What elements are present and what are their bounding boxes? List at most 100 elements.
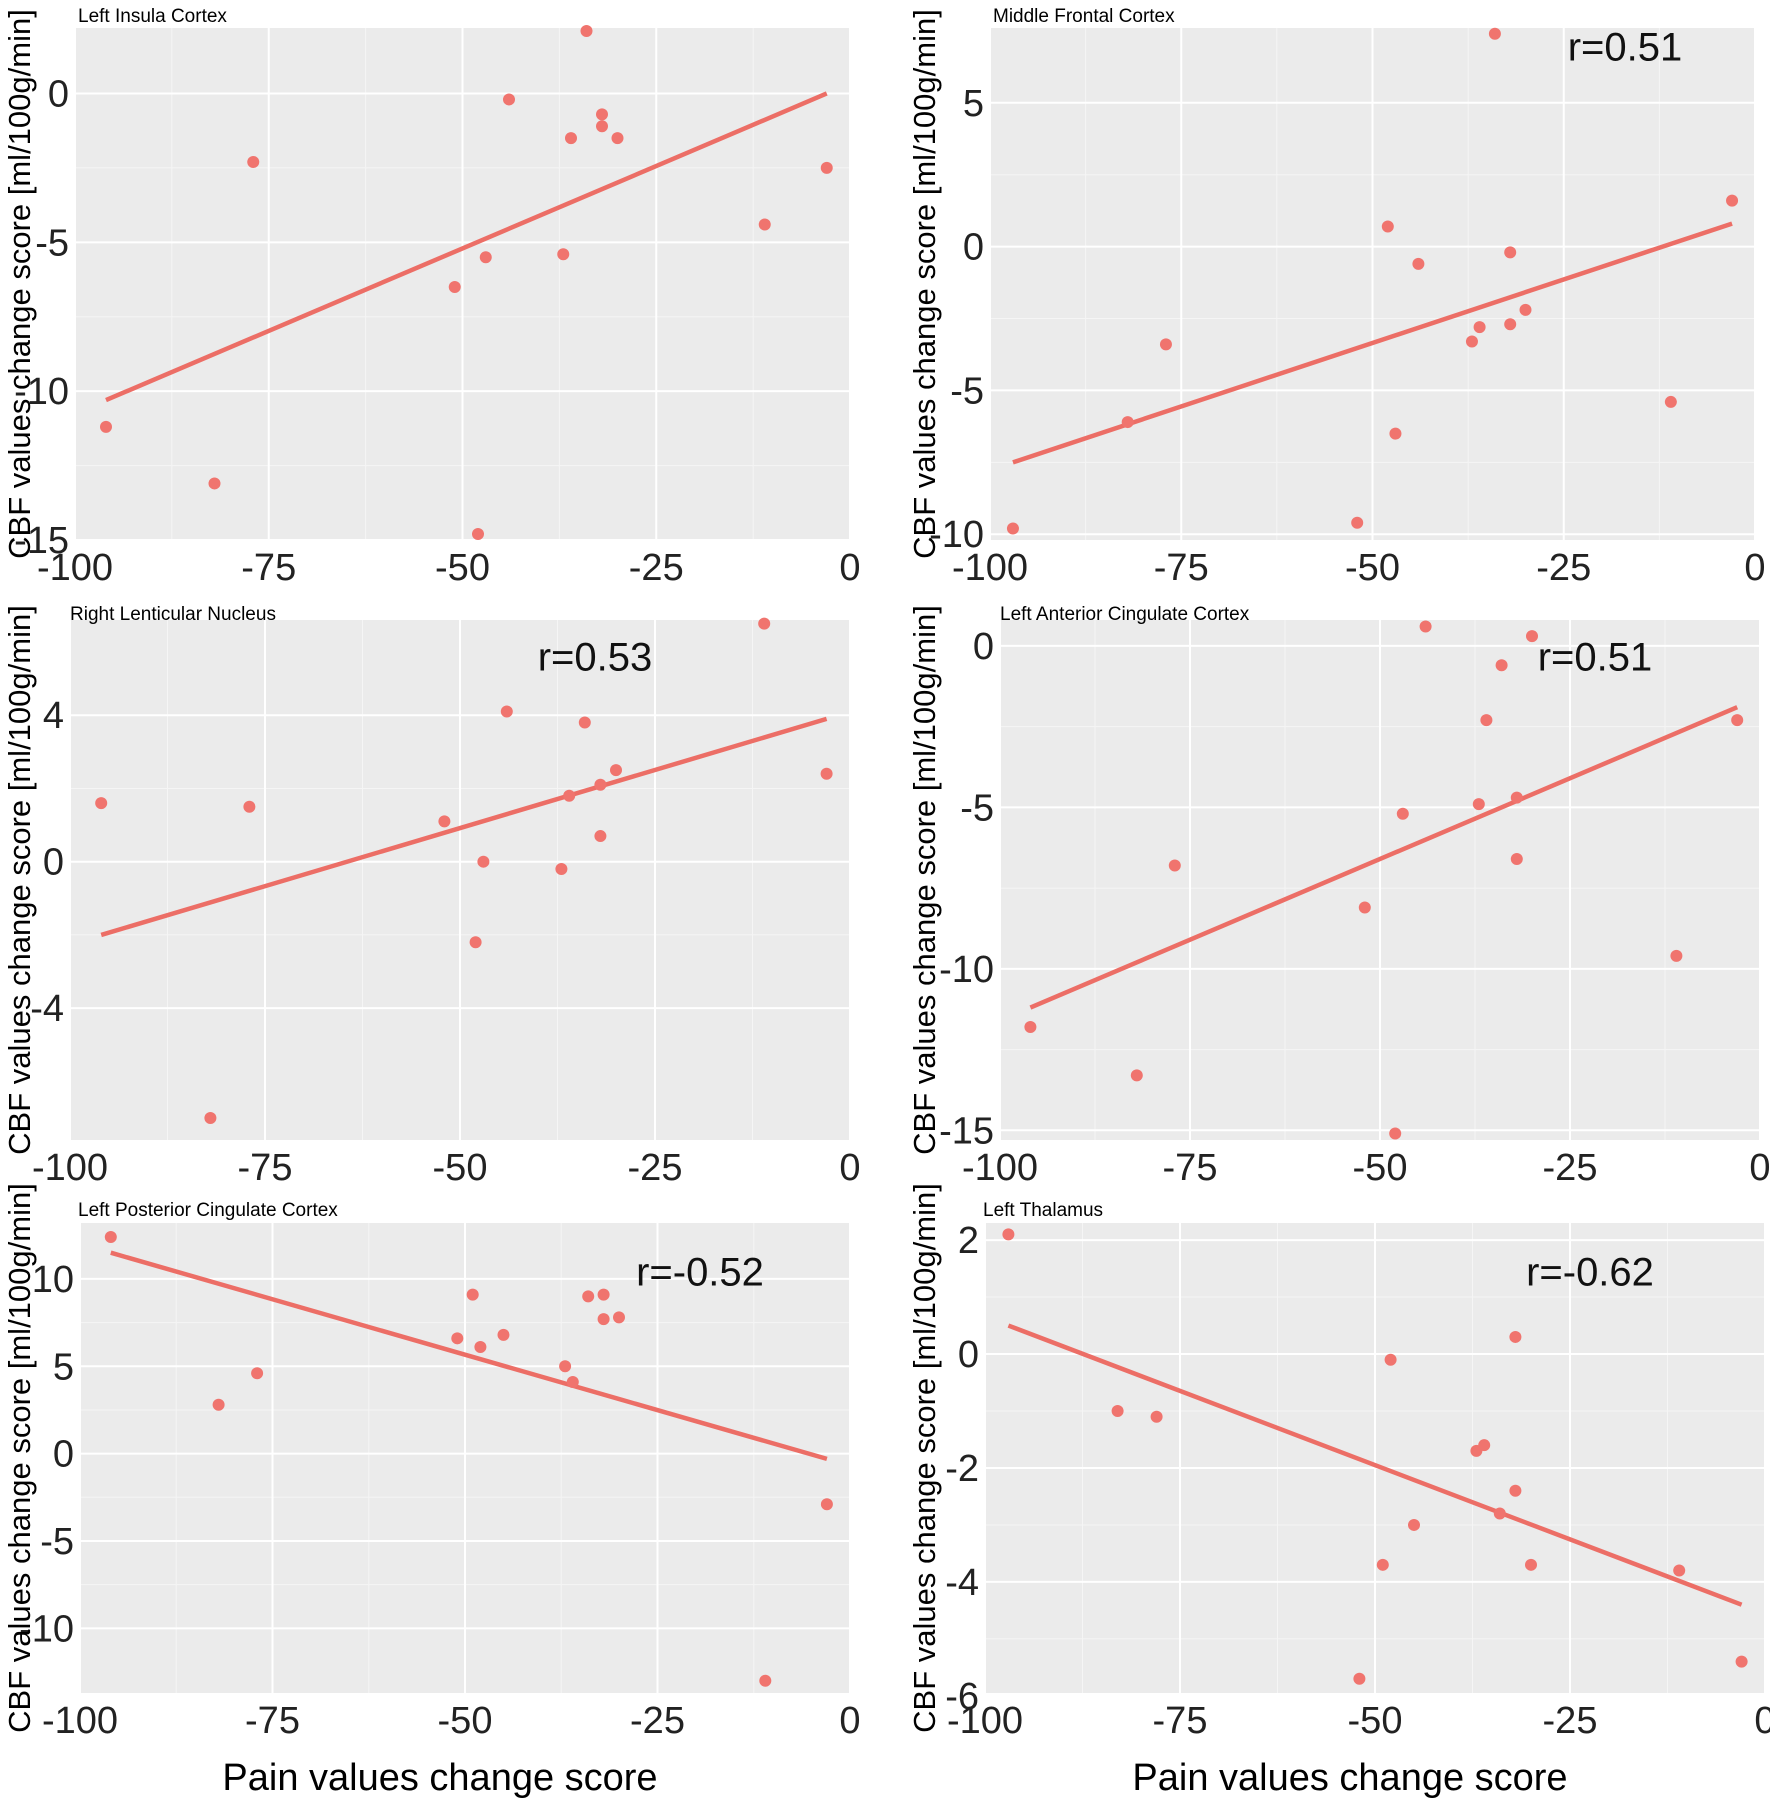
data-point [1519, 303, 1532, 316]
data-point [820, 161, 833, 174]
y-tick-label: -10 [939, 949, 994, 991]
data-point [1381, 220, 1394, 233]
data-point [1504, 246, 1517, 259]
panel-title: Left Thalamus [983, 1200, 1103, 1221]
x-tick-label: -75 [1163, 1147, 1218, 1189]
y-tick-label: 4 [43, 695, 64, 737]
data-point [758, 218, 771, 231]
y-axis-label: CBF values change score [ml/100g/min] [2, 1183, 37, 1733]
x-tick-label: -25 [1543, 1147, 1598, 1189]
x-tick-label: -25 [1543, 1700, 1598, 1742]
data-point [1510, 853, 1523, 866]
y-tick-label: -10 [19, 1608, 74, 1650]
data-point [100, 420, 112, 433]
data-point [1168, 859, 1181, 872]
data-point [1353, 1672, 1366, 1685]
y-tick-label: -6 [945, 1676, 979, 1718]
data-point [758, 617, 771, 630]
x-tick-label: -50 [1353, 1147, 1408, 1189]
y-tick-label: 0 [43, 842, 64, 884]
y-tick-label: 2 [958, 1220, 979, 1262]
data-point [1396, 807, 1409, 820]
data-point [597, 1313, 610, 1326]
data-point [1384, 1353, 1397, 1366]
regression-line [110, 1250, 828, 1462]
x-tick-label: -100 [962, 1147, 1038, 1189]
y-tick-label: -4 [945, 1562, 979, 1604]
data-point [559, 1360, 572, 1373]
panel-title: Left Anterior Cingulate Cortex [1000, 604, 1250, 625]
data-point [1121, 416, 1134, 429]
data-point [1376, 1558, 1389, 1571]
data-point [243, 800, 256, 813]
data-point [1735, 1655, 1748, 1668]
regression-line [105, 91, 828, 403]
y-tick-label: -5 [950, 370, 984, 412]
panel-title: Middle Frontal Cortex [993, 6, 1175, 27]
y-tick-label: 5 [963, 83, 984, 125]
x-tick-label: -50 [1348, 1700, 1403, 1742]
x-tick-label: 0 [1754, 1700, 1770, 1742]
x-tick-label: -50 [433, 1147, 488, 1189]
x-axis-label: Pain values change score [222, 1757, 657, 1799]
data-point [1726, 194, 1739, 207]
y-tick-label: -5 [40, 1521, 74, 1563]
data-point [472, 528, 484, 541]
data-point [247, 155, 260, 168]
y-axis-label: CBF values change score [ml/100g/min] [907, 1183, 942, 1733]
x-tick-label: -75 [1154, 547, 1209, 589]
x-tick-label: -75 [245, 1700, 300, 1742]
data-point [555, 863, 568, 876]
data-point [477, 855, 490, 868]
x-tick-label: -25 [629, 547, 684, 589]
data-point [1002, 1228, 1015, 1241]
y-tick-label: -5 [35, 222, 69, 264]
x-tick-label: -25 [628, 1147, 683, 1189]
data-point [563, 789, 576, 802]
y-tick-label: -5 [960, 787, 994, 829]
x-axis-label: Pain values change score [1132, 1757, 1567, 1799]
x-tick-label: -25 [630, 1700, 685, 1742]
x-tick-label: -100 [32, 1147, 108, 1189]
y-tick-label: -10 [929, 514, 984, 556]
correlation-label: r=0.51 [1568, 26, 1683, 70]
y-tick-label: -2 [945, 1448, 979, 1490]
data-point [611, 132, 624, 145]
y-axis-label: CBF values change score [ml/100g/min] [907, 9, 942, 559]
data-point [1509, 1330, 1522, 1343]
data-point [1111, 1405, 1124, 1417]
data-point [1024, 1020, 1037, 1033]
data-point [1670, 949, 1683, 962]
data-point [594, 830, 607, 843]
data-point [1389, 1127, 1402, 1140]
data-point [479, 251, 492, 264]
data-point [610, 764, 622, 777]
data-point [1412, 257, 1425, 270]
x-tick-label: 0 [839, 1147, 860, 1189]
data-point [1495, 659, 1508, 672]
data-point [1478, 1439, 1491, 1452]
data-point [1510, 791, 1523, 804]
y-tick-label: 0 [973, 626, 994, 668]
x-tick-label: -100 [947, 1700, 1023, 1742]
correlation-label: r=0.51 [1538, 636, 1653, 680]
x-tick-label: -25 [1536, 547, 1591, 589]
data-point [580, 24, 593, 37]
x-tick-label: -100 [952, 547, 1028, 589]
data-point [1150, 1410, 1163, 1423]
data-point [1130, 1069, 1143, 1082]
data-point [1351, 516, 1364, 529]
y-axis-label: CBF values change score [ml/100g/min] [2, 605, 37, 1155]
data-point [596, 108, 608, 121]
x-tick-label: -100 [37, 547, 113, 589]
data-point [1159, 338, 1172, 351]
regression-line [1007, 1323, 1743, 1607]
y-axis-label: CBF values change score [ml/100g/min] [907, 605, 942, 1155]
y-tick-label: 0 [963, 227, 984, 269]
data-point [469, 936, 482, 949]
x-tick-label: 0 [1749, 1147, 1770, 1189]
x-tick-label: -75 [241, 547, 296, 589]
